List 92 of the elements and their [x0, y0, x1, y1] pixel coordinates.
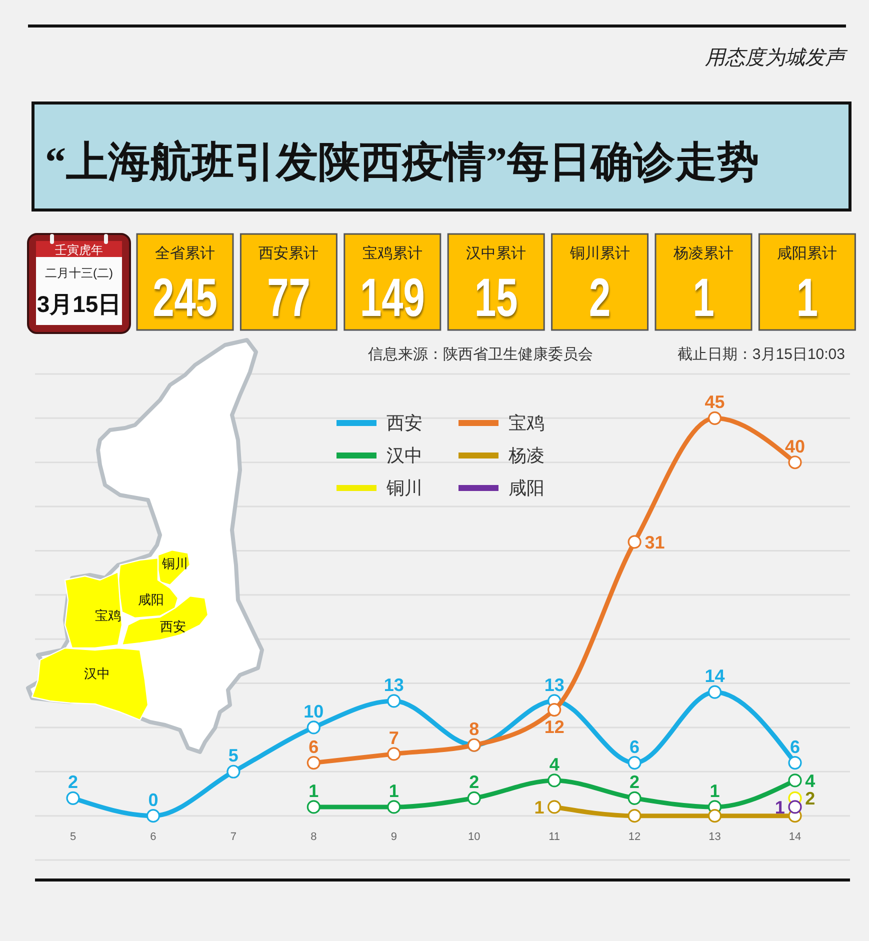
data-label: 0 [148, 790, 158, 810]
category-label: 咸阳累计 [777, 245, 838, 262]
category-label: 汉中 [84, 666, 110, 681]
point [708, 809, 722, 823]
data-label: 10 [304, 701, 324, 722]
point [548, 800, 562, 814]
point [788, 774, 802, 788]
point [306, 720, 320, 734]
category-label: 西安累计 [258, 245, 319, 262]
text: 截止日期：3月15日10:03 [677, 346, 845, 363]
data-label: 13 [384, 674, 404, 695]
point [708, 685, 722, 699]
data-label: 13 [544, 674, 564, 695]
category-label: 铜川累计 [568, 245, 630, 262]
x-tick-label: 5 [70, 831, 76, 843]
data-label: 2 [588, 266, 611, 328]
category-label: 宝鸡 [95, 608, 121, 623]
legend-label: 汉中 [386, 446, 422, 466]
data-label: 2 [805, 788, 816, 809]
point [66, 791, 80, 805]
category-label: 咸阳 [138, 592, 164, 607]
data-label: 40 [784, 436, 806, 456]
data-label: 5 [228, 746, 238, 766]
data-label: 149 [360, 266, 425, 328]
point [548, 702, 562, 717]
data-label: 6 [630, 736, 640, 757]
legend-label: 杨凌 [508, 446, 544, 466]
text: 二月十三(二) [45, 266, 113, 280]
data-label: 14 [704, 666, 725, 686]
x-tick-label: 14 [788, 831, 802, 843]
x-tick-label: 9 [390, 831, 397, 843]
x-tick-label: 11 [548, 831, 560, 843]
category-label: 宝鸡累计 [362, 245, 422, 262]
point [306, 756, 320, 770]
point [788, 456, 802, 470]
category-label: 全省累计 [155, 245, 215, 262]
data-label: 245 [152, 266, 218, 328]
x-tick-label: 10 [468, 831, 480, 843]
point [226, 764, 240, 778]
data-label: 31 [644, 532, 665, 552]
point [788, 800, 802, 814]
point [146, 809, 160, 823]
data-label: 1 [692, 266, 714, 328]
point [788, 756, 802, 770]
data-label: 1 [710, 780, 720, 801]
data-label: 12 [544, 716, 564, 737]
data-label: 6 [790, 736, 800, 757]
point [467, 791, 481, 805]
x-tick-label: 7 [230, 831, 237, 843]
data-label: 1 [534, 797, 544, 818]
x-tick-label: 8 [310, 831, 317, 843]
data-label: 4 [549, 754, 560, 774]
data-label: 2 [68, 772, 78, 792]
data-label: 7 [388, 728, 399, 748]
category-label: 西安 [160, 619, 186, 634]
x-tick-label: 6 [150, 831, 156, 843]
point [306, 800, 320, 814]
legend-label: 咸阳 [508, 478, 544, 498]
legend-label: 西安 [386, 413, 422, 433]
data-label: 1 [308, 780, 319, 801]
point [628, 791, 642, 805]
text: 3月15日 [36, 291, 122, 317]
data-label: 2 [630, 772, 640, 792]
data-label: 8 [469, 719, 480, 740]
data-label: 2 [469, 772, 480, 792]
point [628, 535, 642, 549]
point [628, 756, 642, 770]
point [548, 774, 562, 788]
data-label: 77 [267, 266, 310, 328]
text: 壬寅虎年 [55, 243, 103, 257]
point [387, 800, 401, 814]
point [387, 747, 401, 761]
data-label: 45 [704, 392, 725, 412]
text: 用态度为城发声 [705, 47, 848, 69]
category-label: 汉中累计 [466, 245, 526, 262]
chart-title: “上海航班引发陕西疫情”每日确诊走势 [45, 139, 759, 186]
legend-label: 铜川 [386, 478, 422, 498]
data-label: 1 [774, 797, 785, 818]
data-label: 4 [805, 770, 816, 791]
x-tick-label: 13 [708, 831, 721, 843]
data-label: 15 [474, 266, 518, 328]
category-label: 杨凌累计 [672, 245, 734, 262]
text: 信息来源：陕西省卫生健康委员会 [368, 346, 593, 363]
x-tick-label: 12 [628, 831, 641, 843]
data-label: 1 [796, 266, 818, 328]
point [628, 809, 642, 823]
data-label: 1 [388, 780, 399, 801]
legend-label: 宝鸡 [508, 413, 544, 433]
data-label: 6 [308, 736, 319, 757]
point [708, 411, 722, 425]
point [387, 694, 401, 708]
category-label: 铜川 [161, 556, 188, 571]
